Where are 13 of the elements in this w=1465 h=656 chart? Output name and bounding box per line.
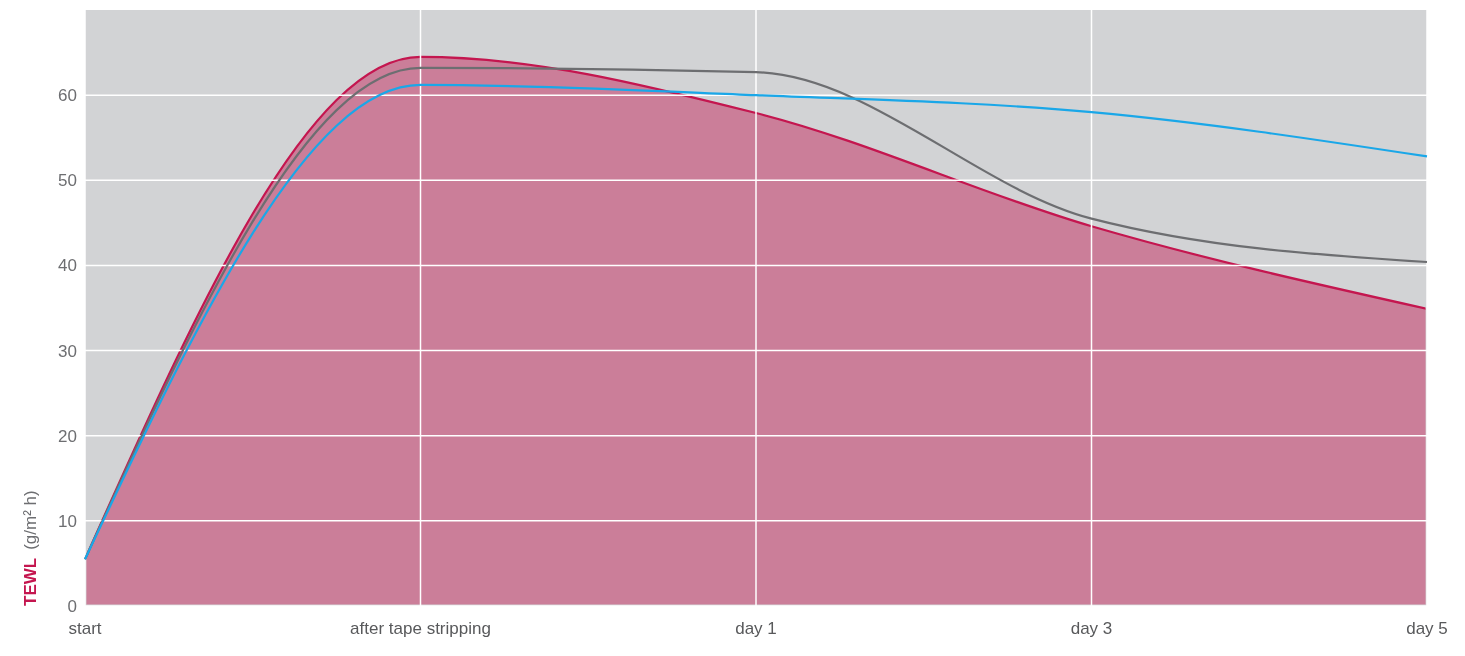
y-tick-label: 40 [58, 256, 77, 276]
y-axis-title: TEWL (g/m² h) [21, 490, 40, 606]
y-tick-label: 30 [58, 341, 77, 361]
x-tick-label: day 1 [735, 619, 777, 638]
x-tick-label: day 5 [1406, 619, 1448, 638]
y-tick-label: 50 [58, 171, 77, 191]
y-tick-label: 0 [67, 596, 77, 616]
x-tick-label: start [68, 619, 102, 638]
x-tick-label: after tape stripping [350, 619, 491, 638]
y-tick-label: 20 [58, 426, 77, 446]
y-tick-label: 10 [58, 511, 77, 531]
y-tick-label: 60 [58, 86, 77, 106]
x-tick-label: day 3 [1070, 619, 1113, 638]
